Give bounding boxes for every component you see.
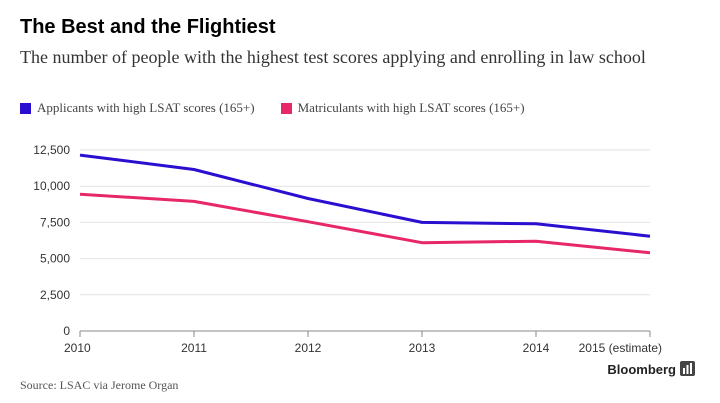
series-line-applicants (79, 153, 651, 238)
y-tick-label: 0 (63, 324, 70, 338)
x-tick-label: 2012 (295, 341, 322, 355)
brand-logo: Bloomberg (607, 362, 676, 377)
y-tick-label: 2,500 (40, 288, 70, 302)
source-note: Source: LSAC via Jerome Organ (20, 378, 179, 392)
legend-swatch-matriculants (280, 102, 292, 114)
legend-label-matriculants: Matriculants with high LSAT scores (165+… (297, 100, 525, 115)
legend-label-applicants: Applicants with high LSAT scores (165+) (37, 100, 255, 115)
x-tick-label: 2011 (181, 341, 207, 355)
legend-item-applicants: Applicants with high LSAT scores (165+) (20, 100, 255, 116)
legend-swatch-applicants (20, 102, 31, 114)
legend-item-matriculants: Matriculants with high LSAT scores (165+… (280, 100, 525, 116)
chart-subtitle: The number of people with the highest te… (20, 47, 646, 67)
y-tick-label: 10,000 (33, 179, 70, 193)
y-tick-label: 5,000 (40, 252, 70, 266)
y-tick-label: 12,500 (33, 143, 70, 157)
legend: Applicants with high LSAT scores (165+) … (20, 99, 551, 117)
x-tick-label: 2010 (64, 341, 91, 355)
x-tick-label: 2015 (estimate) (579, 341, 662, 355)
x-tick-label: 2013 (409, 341, 436, 355)
bloomberg-chart-icon (680, 361, 695, 376)
chart-title: The Best and the Flightiest (20, 16, 276, 38)
x-tick-label: 2014 (523, 341, 550, 355)
series-line-matriculants (79, 192, 651, 255)
y-tick-label: 7,500 (40, 215, 70, 229)
